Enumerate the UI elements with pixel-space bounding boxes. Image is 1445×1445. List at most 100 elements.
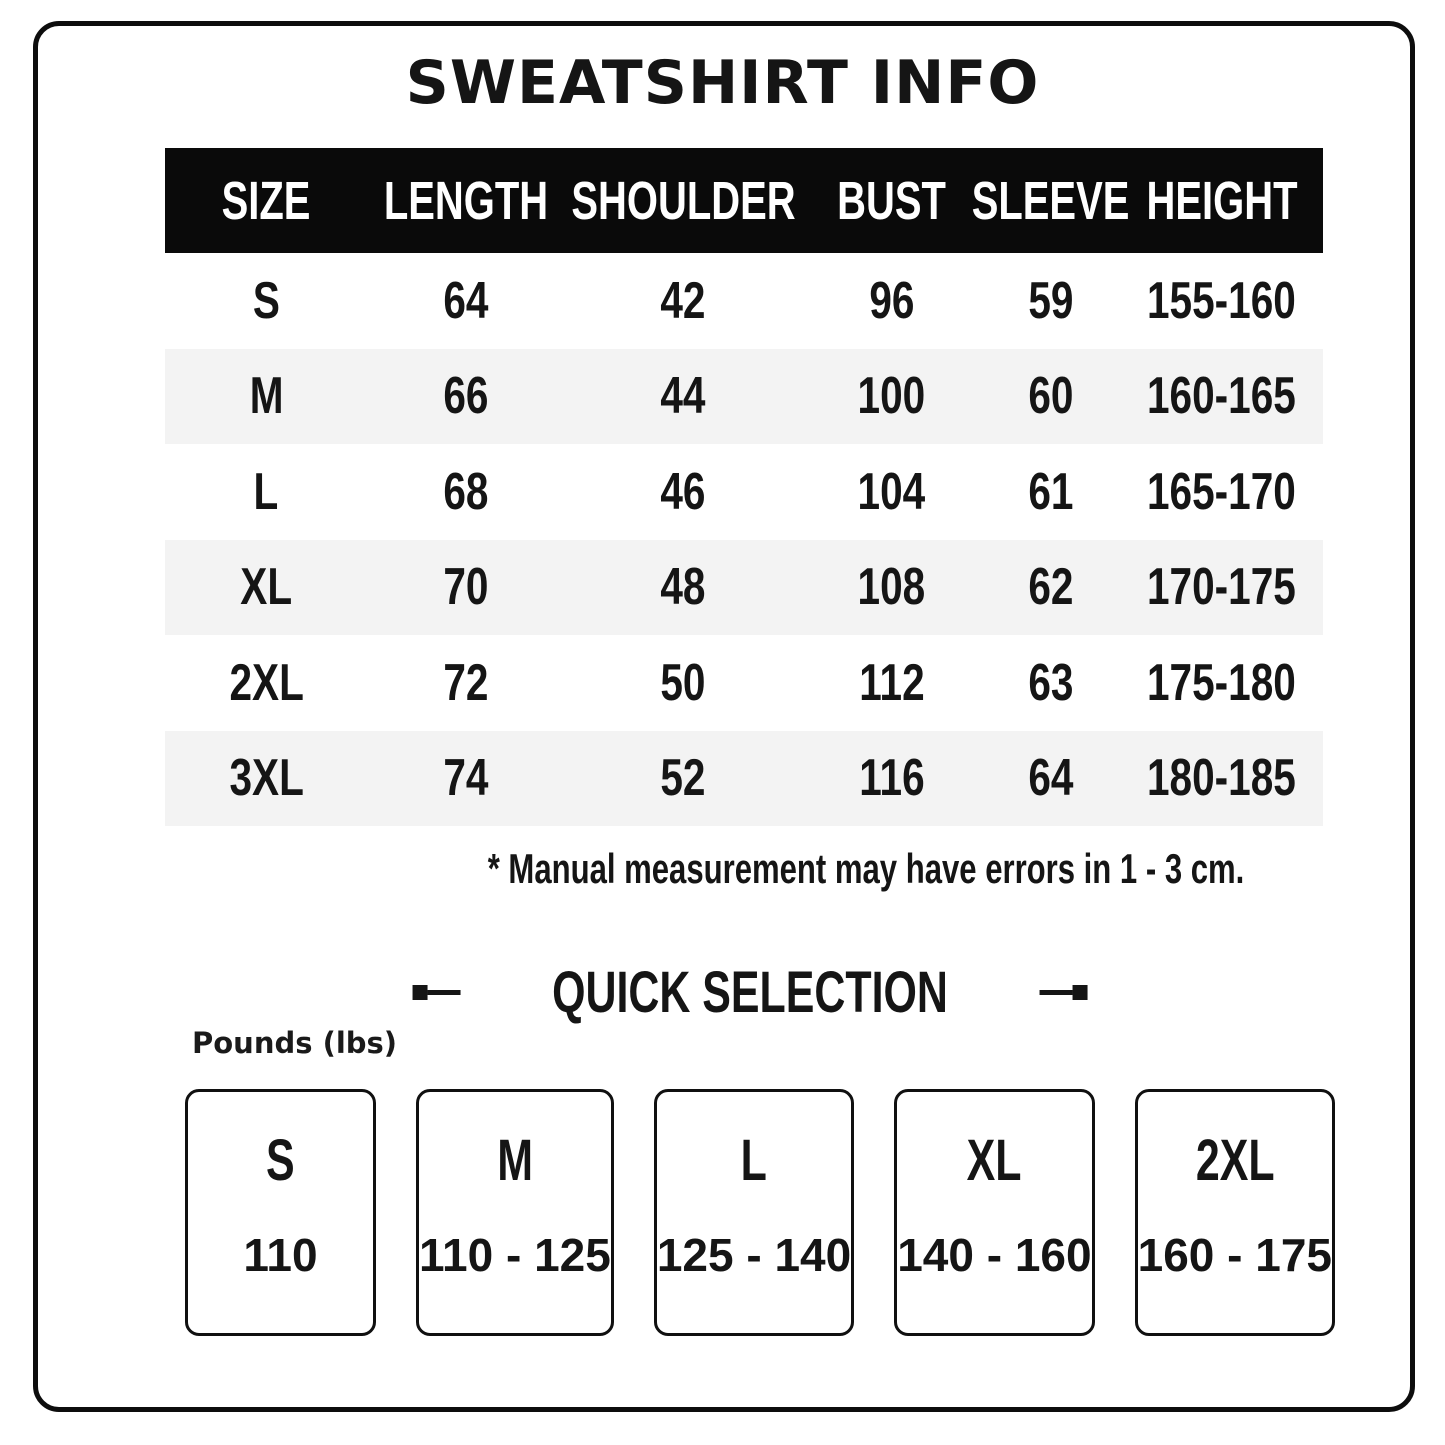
cell-2xl-shoulder-label: 50	[660, 653, 706, 712]
table-row-xl: XL 70 48 108 62 170-175	[165, 539, 1323, 636]
cell-m-sleeve-label: 60	[1028, 367, 1074, 426]
column-header-height-label: HEIGHT	[1146, 170, 1298, 231]
cell-3xl-sleeve: 64	[981, 731, 1120, 827]
quick-selection-heading: QUICK SELECTION	[412, 960, 1088, 1025]
cell-s-bust: 96	[802, 253, 981, 349]
cell-3xl-length-label: 74	[443, 749, 489, 808]
cell-xl-length-label: 70	[443, 558, 489, 617]
cell-2xl-shoulder: 50	[565, 635, 802, 731]
cell-s-shoulder-label: 42	[660, 271, 706, 330]
cell-l-length-label: 68	[443, 462, 489, 521]
column-header-size-label: SIZE	[221, 170, 311, 231]
cell-s-length: 64	[368, 253, 565, 349]
cell-s-sleeve-label: 59	[1028, 271, 1074, 330]
table-body: S 64 42 96 59 155-160 M 66 44 100 60 160-165 L 68 46 10…	[165, 253, 1323, 826]
cell-l-height-label: 165-170	[1147, 462, 1297, 521]
cell-m-height: 160-165	[1120, 349, 1323, 445]
cell-3xl-bust: 116	[802, 731, 981, 827]
cell-xl-shoulder: 48	[565, 540, 802, 636]
size-option-range-l: 125 - 140	[656, 1229, 852, 1281]
cell-3xl-shoulder: 52	[565, 731, 802, 827]
column-header-bust-label: BUST	[837, 170, 946, 231]
cell-m-length: 66	[368, 349, 565, 445]
pounds-unit-label: Pounds (lbs)	[192, 1026, 398, 1060]
cell-s-bust-label: 96	[869, 271, 915, 330]
size-option-box-s: S 110	[185, 1089, 376, 1336]
table-row-s: S 64 42 96 59 155-160	[165, 253, 1323, 349]
size-option-box-xl: XL 140 - 160	[894, 1089, 1095, 1336]
size-option-range-2xl: 160 - 175	[1137, 1229, 1332, 1281]
cell-3xl-length: 74	[368, 731, 565, 827]
cell-xl-size: XL	[165, 540, 368, 636]
size-option-letter-xl: XL	[957, 1132, 1031, 1190]
size-option-letter-l: L	[736, 1132, 771, 1190]
size-option-letter-2xl-label: 2XL	[1195, 1128, 1275, 1193]
cell-2xl-size-label: 2XL	[229, 653, 304, 712]
cell-s-length-label: 64	[443, 271, 489, 330]
table-row-3xl: 3XL 74 52 116 64 180-185	[165, 730, 1323, 827]
size-option-letter-2xl: 2XL	[1182, 1132, 1288, 1190]
size-option-letter-m: M	[491, 1132, 539, 1190]
cell-2xl-size: 2XL	[165, 635, 368, 731]
column-header-shoulder: SHOULDER	[565, 148, 802, 253]
cell-l-shoulder-label: 46	[660, 462, 706, 521]
cell-3xl-size: 3XL	[165, 731, 368, 827]
dash-square-icon	[1072, 984, 1088, 1000]
dash-line-icon	[427, 989, 461, 995]
page-title: SWEATSHIRT INFO	[405, 48, 1040, 118]
table-row-m: M 66 44 100 60 160-165	[165, 348, 1323, 445]
cell-l-bust-label: 104	[857, 462, 926, 521]
cell-m-shoulder: 44	[565, 349, 802, 445]
cell-xl-shoulder-label: 48	[660, 558, 706, 617]
cell-l-sleeve: 61	[981, 444, 1120, 540]
cell-s-height-label: 155-160	[1147, 271, 1297, 330]
cell-m-bust-label: 100	[857, 367, 926, 426]
size-option-box-l: L 125 - 140	[653, 1089, 855, 1336]
cell-l-shoulder: 46	[565, 444, 802, 540]
cell-m-height-label: 160-165	[1147, 367, 1297, 426]
size-option-box-m: M 110 - 125	[415, 1089, 614, 1336]
dash-line-icon	[1039, 989, 1073, 995]
column-header-sleeve: SLEEVE	[972, 148, 1130, 253]
cell-l-length: 68	[368, 444, 565, 540]
measurement-note: * Manual measurement may have errors in …	[355, 845, 1377, 893]
column-header-height: HEIGHT	[1120, 148, 1323, 253]
cell-m-shoulder-label: 44	[660, 367, 706, 426]
table-row-l: L 68 46 104 61 165-170	[165, 444, 1323, 540]
size-option-range-m: 110 - 125	[418, 1229, 611, 1281]
cell-2xl-height-label: 175-180	[1147, 653, 1297, 712]
cell-xl-height-label: 170-175	[1147, 558, 1297, 617]
cell-xl-height: 170-175	[1120, 540, 1323, 636]
cell-2xl-length-label: 72	[443, 653, 489, 712]
size-chart-table: SIZE LENGTH SHOULDER BUST SLEEVE HEIGHT S 64 42…	[165, 148, 1323, 826]
size-option-range-s: 110	[243, 1229, 318, 1281]
column-header-size: SIZE	[165, 148, 368, 253]
cell-xl-bust: 108	[802, 540, 981, 636]
cell-s-size-label: S	[252, 271, 280, 330]
quick-selection-heading-label: QUICK SELECTION	[552, 959, 948, 1025]
cell-l-size-label: L	[253, 462, 279, 521]
table-row-2xl: 2XL 72 50 112 63 175-180	[165, 635, 1323, 731]
size-option-box-2xl: 2XL 160 - 175	[1134, 1089, 1335, 1336]
size-option-letter-m-label: M	[497, 1128, 533, 1193]
cell-2xl-sleeve: 63	[981, 635, 1120, 731]
cell-3xl-sleeve-label: 64	[1028, 749, 1074, 808]
column-header-shoulder-label: SHOULDER	[571, 170, 796, 231]
cell-l-height: 165-170	[1120, 444, 1323, 540]
column-header-bust: BUST	[802, 148, 981, 253]
size-option-letter-xl-label: XL	[966, 1128, 1022, 1193]
cell-2xl-bust: 112	[802, 635, 981, 731]
heading-dash-right-icon	[1039, 984, 1088, 1000]
cell-2xl-sleeve-label: 63	[1028, 653, 1074, 712]
cell-m-sleeve: 60	[981, 349, 1120, 445]
size-option-letter-l-label: L	[740, 1128, 768, 1193]
cell-l-sleeve-label: 61	[1028, 462, 1074, 521]
cell-xl-sleeve-label: 62	[1028, 558, 1074, 617]
cell-xl-bust-label: 108	[857, 558, 926, 617]
cell-l-size: L	[165, 444, 368, 540]
cell-3xl-height-label: 180-185	[1147, 749, 1297, 808]
cell-xl-sleeve: 62	[981, 540, 1120, 636]
column-header-sleeve-label: SLEEVE	[971, 170, 1130, 231]
cell-3xl-shoulder-label: 52	[660, 749, 706, 808]
